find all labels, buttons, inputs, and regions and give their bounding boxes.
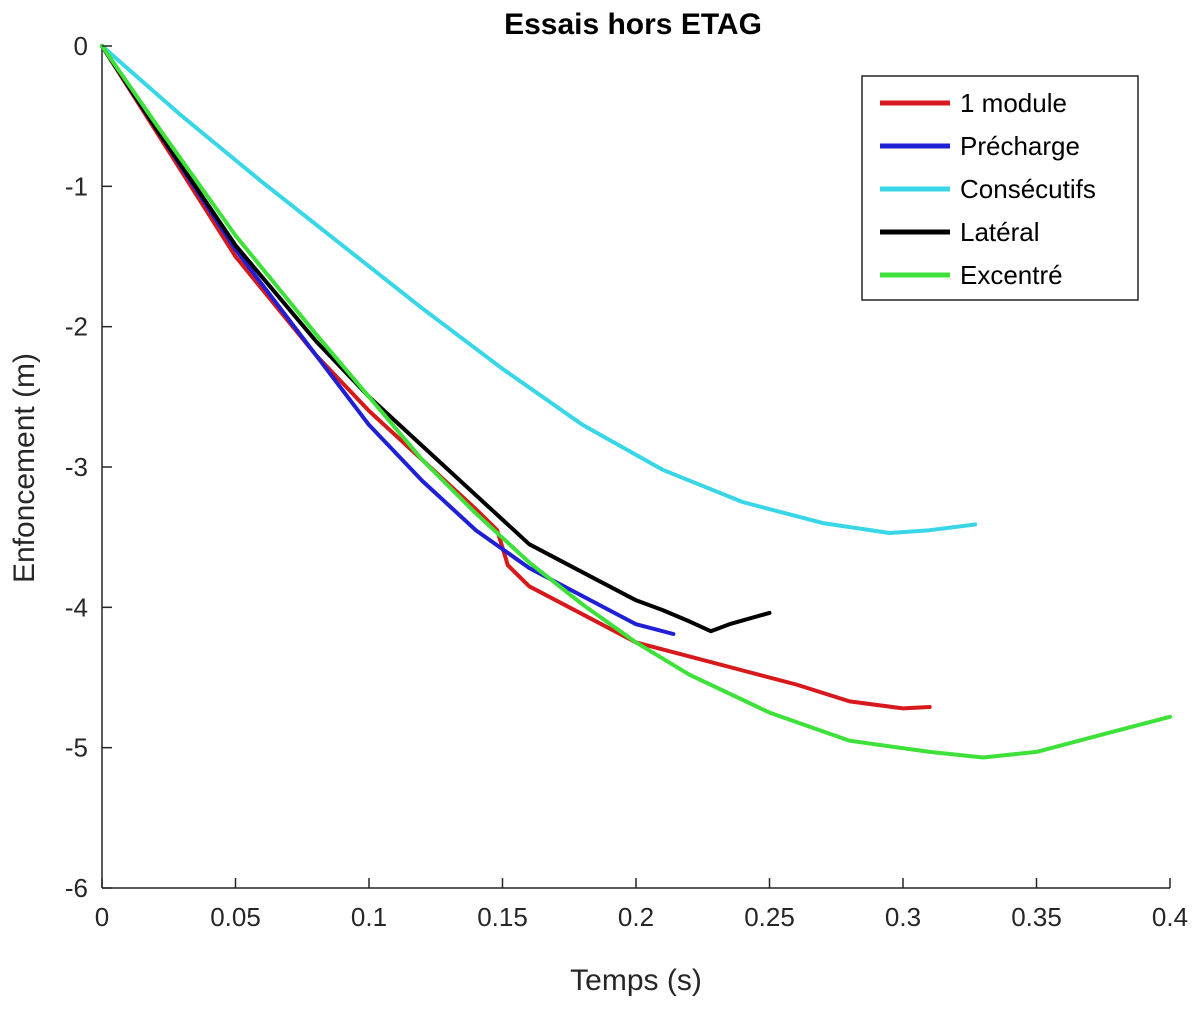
y-tick-label: 0 [74, 31, 88, 61]
x-tick-label: 0.15 [477, 902, 528, 932]
legend-entry: Précharge [880, 131, 1080, 161]
legend-entry: 1 module [880, 88, 1067, 118]
x-axis: 0 0.05 0.1 0.15 0.2 0.25 0.3 0.35 0.4 [95, 878, 1188, 932]
x-axis-label: Temps (s) [570, 964, 702, 997]
y-tick-label: -6 [65, 873, 88, 903]
x-tick-label: 0 [95, 902, 109, 932]
y-tick-label: -2 [65, 312, 88, 342]
legend-label: Excentré [960, 260, 1063, 290]
y-tick-label: -5 [65, 733, 88, 763]
legend-entry: Latéral [880, 217, 1040, 247]
legend: 1 module Précharge Consécutifs Latéral Excen… [861, 75, 1139, 301]
series-line-4 [100, 44, 772, 634]
legend-label: 1 module [960, 88, 1067, 118]
x-tick-label: 0.35 [1011, 902, 1062, 932]
y-tick-label: -1 [65, 171, 88, 201]
legend-label: Latéral [960, 217, 1040, 247]
chart-title: Essais hors ETAG [504, 8, 762, 41]
legend-entry: Excentré [880, 260, 1063, 290]
x-tick-label: 0.1 [351, 902, 387, 932]
series-line-5 [100, 44, 1172, 760]
series-line-3 [100, 44, 978, 535]
x-tick-label: 0.25 [744, 902, 795, 932]
y-tick-label: -3 [65, 452, 88, 482]
x-tick-label: 0.2 [618, 902, 654, 932]
y-axis: 0 -1 -2 -3 -4 -5 -6 [65, 31, 112, 903]
x-tick-label: 0.3 [885, 902, 921, 932]
y-axis-label: Enfoncement (m) [8, 353, 41, 583]
legend-entry: Consécutifs [880, 174, 1096, 204]
y-tick-label: -4 [65, 592, 88, 622]
legend-label: Consécutifs [960, 174, 1096, 204]
x-tick-label: 0.05 [210, 902, 261, 932]
x-tick-label: 0.4 [1152, 902, 1188, 932]
legend-label: Précharge [960, 131, 1080, 161]
